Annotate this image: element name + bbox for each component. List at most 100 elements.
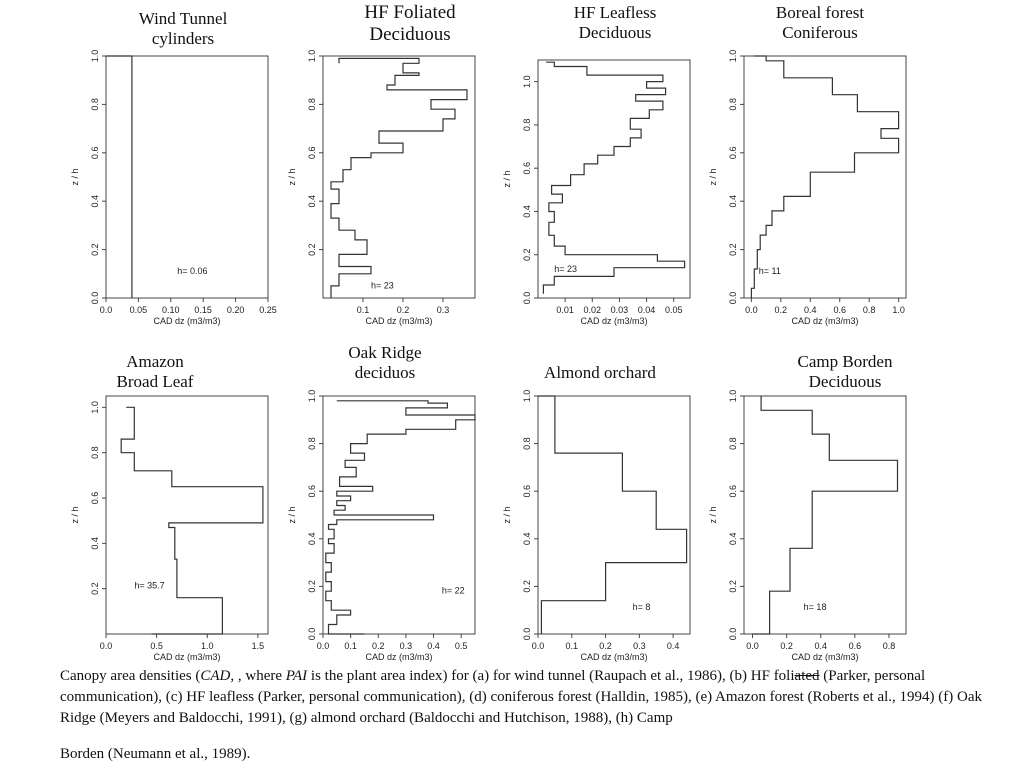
y-axis-label: z / h — [287, 168, 297, 185]
x-tick-label: 0.3 — [633, 641, 646, 651]
y-tick-label: 0.4 — [728, 533, 738, 546]
x-tick-label: 0.1 — [566, 641, 579, 651]
x-tick-label: 0.02 — [584, 305, 602, 315]
x-tick-label: 0.8 — [863, 305, 876, 315]
panel-title-wind-tunnel: Wind Tunnel cylinders — [138, 9, 228, 48]
y-tick-label: 0.2 — [522, 580, 532, 593]
plot-frame — [537, 59, 691, 299]
panel-title-boreal: Boreal forest Coniferous — [775, 3, 865, 42]
panel-title-hf-leafless: HF Leafless Deciduous — [573, 3, 657, 42]
x-tick-label: 0.2 — [780, 641, 793, 651]
y-tick-label: 0.0 — [728, 292, 738, 305]
x-tick-label: 0.4 — [427, 641, 440, 651]
x-axis-label: CAD dz (m3/m3) — [580, 652, 647, 662]
x-axis-label: CAD dz (m3/m3) — [791, 316, 858, 326]
y-tick-label: 0.6 — [307, 147, 317, 160]
plot-frame — [537, 395, 691, 635]
panel-title-amazon: Amazon Broad Leaf — [116, 352, 194, 391]
y-axis-label: z / h — [502, 506, 512, 523]
x-axis-label: CAD dz (m3/m3) — [153, 316, 220, 326]
caption-part1: Canopy area densities ( — [60, 668, 201, 684]
x-tick-label: 0.2 — [372, 641, 385, 651]
x-tick-label: 0.10 — [162, 305, 180, 315]
y-tick-label: 0.8 — [728, 98, 738, 111]
y-tick-label: 0.8 — [90, 98, 100, 111]
caption-part2: , , where — [230, 668, 286, 684]
y-tick-label: 0.6 — [307, 485, 317, 498]
cad-profile-line — [538, 395, 688, 634]
y-tick-label: 0.4 — [90, 195, 100, 208]
plot-frame — [743, 55, 907, 299]
x-axis-label: CAD dz (m3/m3) — [580, 316, 647, 326]
x-tick-label: 0.4 — [667, 641, 680, 651]
x-tick-label: 0.05 — [665, 305, 683, 315]
y-axis-label: z / h — [708, 168, 718, 185]
x-tick-label: 0.01 — [556, 305, 574, 315]
y-tick-label: 0.4 — [522, 205, 532, 218]
y-tick-label: 0.6 — [728, 485, 738, 498]
x-tick-label: 0.0 — [100, 305, 113, 315]
canopy-height-annotation: h= 18 — [804, 602, 827, 612]
y-tick-label: 1.0 — [90, 401, 100, 414]
panel-boreal: 0.0 0.2 0.4 0.6 0.8 1.0 0.0 0.2 0.4 0.6 0.8 1.0 CAD … — [708, 50, 907, 326]
cad-profile-line — [325, 400, 476, 635]
y-tick-label: 0.0 — [728, 628, 738, 641]
y-tick-label: 0.6 — [90, 147, 100, 160]
x-tick-label: 1.0 — [201, 641, 214, 651]
x-tick-label: 0.2 — [775, 305, 788, 315]
y-tick-label: 0.2 — [728, 243, 738, 256]
caption-strike: ated — [794, 668, 820, 684]
x-axis-label: CAD dz (m3/m3) — [365, 652, 432, 662]
canopy-height-annotation: h= 23 — [554, 264, 577, 274]
canopy-height-annotation: h= 23 — [371, 280, 394, 290]
y-tick-label: 0.0 — [522, 628, 532, 641]
x-tick-label: 0.2 — [397, 305, 410, 315]
x-tick-label: 0.0 — [532, 641, 545, 651]
y-tick-label: 1.0 — [522, 390, 532, 403]
plot-frame — [322, 55, 476, 299]
y-tick-label: 0.2 — [90, 243, 100, 256]
x-tick-label: 0.5 — [455, 641, 468, 651]
y-tick-label: 0.6 — [522, 485, 532, 498]
caption-part3: is the plant area index) for (a) for win… — [307, 668, 795, 684]
panel-camp-borden: 0.0 0.2 0.4 0.6 0.8 0.0 0.2 0.4 0.6 0.8 1.0 CAD dz … — [708, 390, 907, 662]
panel-hf-foliated: 0.1 0.2 0.3 0.2 0.4 0.6 0.8 1.0 CAD dz (m3/m3) z … — [287, 50, 476, 326]
x-tick-label: 0.6 — [849, 641, 862, 651]
panel-title-oak-ridge: Oak Ridge deciduos — [348, 343, 422, 382]
canopy-height-annotation: h= 11 — [759, 266, 781, 276]
x-tick-label: 0.20 — [227, 305, 245, 315]
plot-frame — [743, 395, 907, 635]
y-tick-label: 0.8 — [522, 119, 532, 132]
x-axis-label: CAD dz (m3/m3) — [365, 316, 432, 326]
x-tick-label: 0.03 — [611, 305, 629, 315]
y-tick-label: 0.4 — [728, 195, 738, 208]
y-tick-label: 0.4 — [522, 533, 532, 546]
x-tick-label: 0.1 — [344, 641, 357, 651]
panel-title-hf-foliated: HF Foliated Deciduous — [364, 2, 456, 45]
y-axis-label: z / h — [70, 506, 80, 523]
canopy-height-annotation: h= 35.7 — [134, 581, 164, 591]
panel-oak-ridge: 0.0 0.1 0.2 0.3 0.4 0.5 0.0 0.2 0.4 0.6 0.8 1.0 CAD … — [287, 390, 476, 662]
x-tick-label: 1.5 — [252, 641, 265, 651]
figure-caption-last-line: Borden (Neumann et al., 1989). — [60, 746, 251, 762]
y-tick-label: 1.0 — [522, 75, 532, 88]
y-tick-label: 0.2 — [90, 582, 100, 595]
x-tick-label: 0.8 — [883, 641, 896, 651]
y-tick-label: 1.0 — [307, 50, 317, 63]
x-tick-label: 0.0 — [746, 641, 759, 651]
y-tick-label: 0.6 — [728, 147, 738, 160]
x-tick-label: 0.4 — [814, 641, 827, 651]
y-axis-label: z / h — [708, 506, 718, 523]
x-tick-label: 1.0 — [892, 305, 905, 315]
figure-caption: Canopy area densities (CAD, , where PAI … — [60, 666, 990, 729]
cad-profile-line — [330, 57, 468, 298]
y-tick-label: 0.2 — [307, 580, 317, 593]
y-axis-label: z / h — [70, 168, 80, 185]
x-tick-label: 0.6 — [833, 305, 846, 315]
y-tick-label: 0.2 — [728, 580, 738, 593]
x-tick-label: 0.04 — [638, 305, 656, 315]
cad-profile-line — [106, 55, 133, 298]
y-tick-label: 0.0 — [522, 292, 532, 305]
x-axis-label: CAD dz (m3/m3) — [791, 652, 858, 662]
canopy-height-annotation: h= 8 — [633, 602, 651, 612]
